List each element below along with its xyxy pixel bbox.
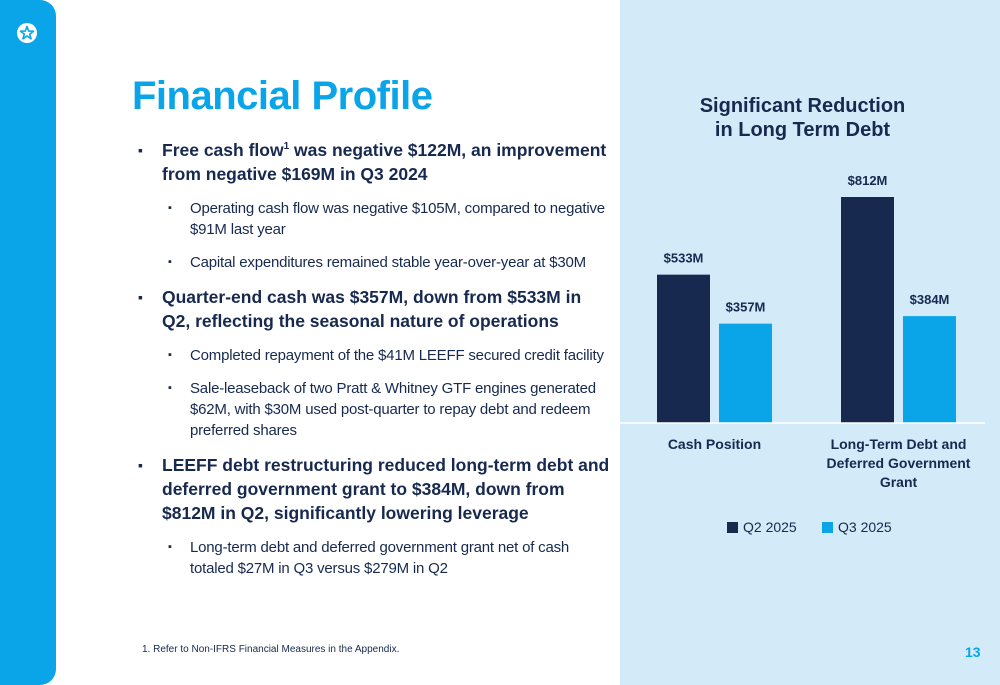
- category-label: Long-Term Debt and: [831, 436, 967, 452]
- bullet-free-cash-flow: Free cash flow1 was negative $122M, an i…: [138, 138, 613, 186]
- bullet-text: Free cash flow: [162, 140, 284, 160]
- data-label: $384M: [910, 292, 950, 307]
- page-number: 13: [965, 644, 981, 660]
- data-label: $812M: [848, 173, 888, 188]
- chart-title: Significant Reduction in Long Term Debt: [620, 94, 985, 142]
- legend-label: Q3 2025: [838, 519, 892, 535]
- bar-q3-2025: [903, 316, 956, 423]
- footnote-marker: 1: [283, 141, 290, 153]
- chart-title-line-1: Significant Reduction: [699, 95, 906, 117]
- bullet-quarter-end-cash: Quarter-end cash was $357M, down from $5…: [138, 285, 613, 333]
- bar-chart: $533M $357M Cash Position $812M $384M Long-Te…: [620, 173, 985, 535]
- chart-title-line-2: in Long Term Debt: [714, 119, 891, 141]
- bullet-text: was negative $122M, an improvement from …: [162, 140, 607, 184]
- bar-q3-2025: [719, 323, 772, 423]
- legend-swatch: [822, 522, 833, 533]
- sub-bullet-operating-cash-flow: Operating cash flow was negative $105M, …: [138, 198, 613, 240]
- category-label: Grant: [880, 474, 918, 490]
- footnote: 1. Refer to Non-IFRS Financial Measures …: [142, 644, 400, 655]
- bullet-list: Free cash flow1 was negative $122M, an i…: [138, 138, 613, 591]
- category-label: Cash Position: [668, 436, 761, 452]
- sub-bullet-leeff-repayment: Completed repayment of the $41M LEEFF se…: [138, 345, 613, 366]
- sub-bullet-sale-leaseback: Sale-leaseback of two Pratt & Whitney GT…: [138, 378, 613, 441]
- category-label: Deferred Government: [827, 455, 971, 471]
- legend-swatch: [727, 522, 738, 533]
- sub-bullet-capex: Capital expenditures remained stable yea…: [138, 252, 613, 273]
- page-title: Financial Profile: [132, 74, 433, 118]
- chart-panel: Significant Reduction in Long Term Debt …: [620, 0, 1000, 685]
- bar-q2-2025: [841, 197, 894, 423]
- bar-q2-2025: [657, 274, 710, 423]
- data-label: $357M: [726, 300, 766, 315]
- bullet-leeff-restructuring: LEEFF debt restructuring reduced long-te…: [138, 453, 613, 525]
- sub-bullet-net-debt: Long-term debt and deferred government g…: [138, 537, 613, 579]
- legend-label: Q2 2025: [743, 519, 797, 535]
- data-label: $533M: [664, 251, 704, 266]
- sidebar-accent-strip: [0, 0, 56, 685]
- star-logo-icon: [17, 23, 37, 43]
